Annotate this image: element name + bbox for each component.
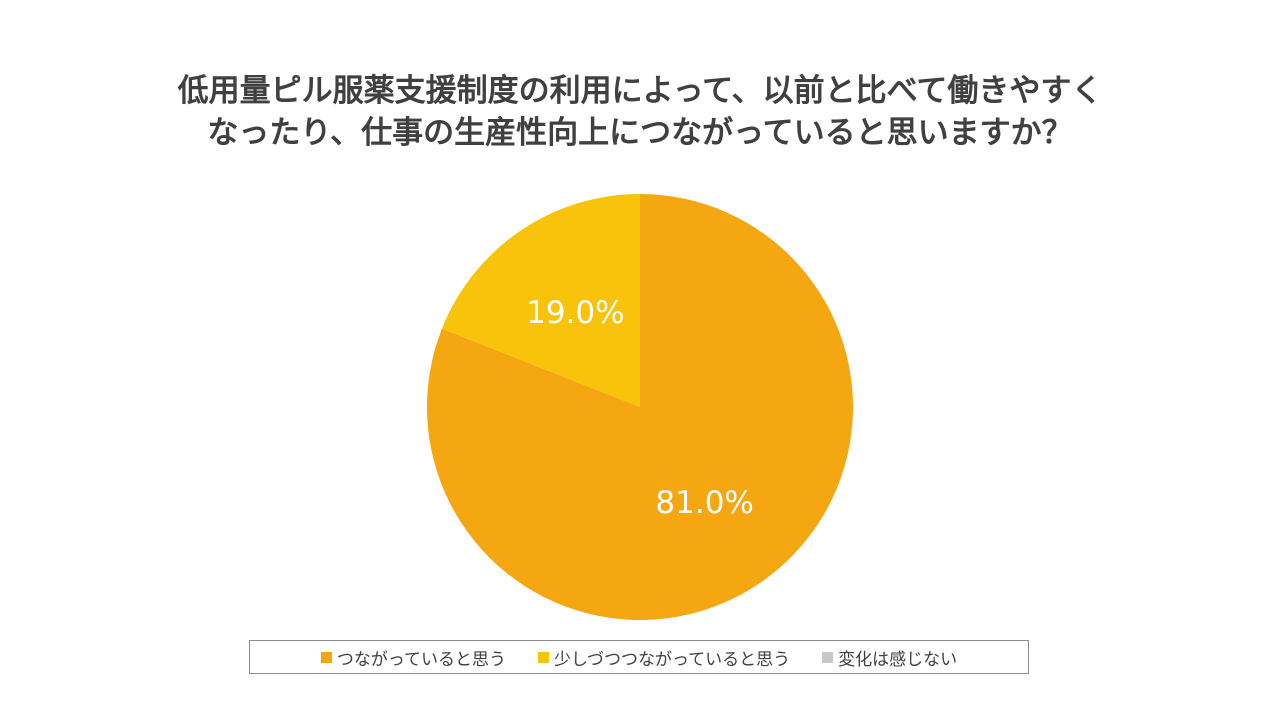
- legend-swatch: [822, 651, 834, 663]
- chart-legend: つながっていると思う 少しづつつながっていると思う 変化は感じない: [249, 640, 1029, 674]
- pie-slice-label-1: 19.0%: [526, 295, 624, 331]
- legend-item-somewhat-connected: 少しづつつながっていると思う: [538, 645, 790, 670]
- chart-title-line-2: なったり、仕事の生産性向上につながっていると思いますか？: [207, 115, 1073, 151]
- legend-label: つながっていると思う: [336, 649, 506, 670]
- pie-slice-label-0: 81.0%: [655, 485, 753, 521]
- legend-item-no-change: 変化は感じない: [822, 645, 957, 670]
- legend-swatch: [538, 651, 549, 663]
- legend-swatch: [320, 651, 332, 663]
- chart-title-line-1: 低用量ピル服薬支援制度の利用によって、以前と比べて働きやすく: [177, 73, 1103, 109]
- chart-title: 低用量ピル服薬支援制度の利用によって、以前と比べて働きやすく なったり、仕事の生…: [0, 70, 1280, 154]
- legend-label: 変化は感じない: [838, 649, 958, 670]
- pie-slice-1: [441, 193, 640, 407]
- legend-label: 少しづつつながっていると思う: [554, 649, 791, 670]
- legend-item-connected: つながっていると思う: [320, 645, 506, 670]
